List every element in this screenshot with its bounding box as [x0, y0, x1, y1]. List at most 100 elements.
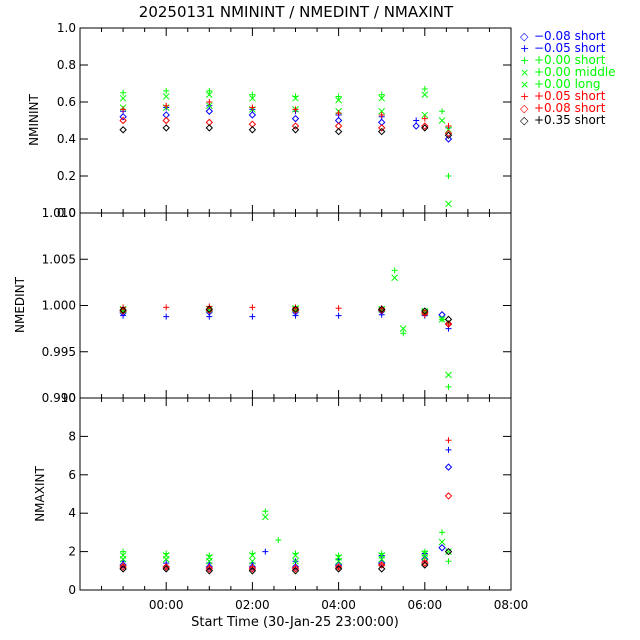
x-tick-label: 00:00	[149, 598, 184, 612]
data-point	[119, 555, 127, 563]
y-axis-label: NMAXINT	[33, 466, 47, 522]
data-point	[378, 91, 385, 98]
series-+0.08-short	[119, 492, 453, 573]
data-point	[391, 267, 398, 274]
data-point	[119, 94, 127, 102]
data-point	[119, 306, 127, 314]
data-point	[421, 111, 429, 119]
legend-marker: +	[520, 42, 529, 55]
legend-marker: +	[520, 90, 529, 103]
data-point	[335, 96, 342, 104]
data-point	[249, 313, 256, 320]
legend-marker: ×	[520, 66, 529, 79]
data-point	[444, 492, 453, 500]
data-point	[444, 129, 453, 138]
data-point	[377, 127, 386, 136]
data-point	[162, 555, 170, 563]
data-point	[334, 563, 343, 571]
data-point	[119, 116, 127, 125]
y-tick-label: 6	[68, 468, 76, 482]
data-point	[248, 565, 257, 573]
data-point	[206, 313, 213, 320]
y-tick-label: 2	[68, 545, 76, 559]
data-point	[377, 306, 386, 314]
legend-marker: ◇	[520, 102, 529, 115]
y-tick-label: 10	[61, 391, 76, 405]
data-point	[421, 307, 429, 315]
data-point	[163, 87, 170, 94]
data-point	[439, 529, 446, 536]
data-point	[249, 552, 256, 559]
x-tick-label: 06:00	[408, 598, 443, 612]
data-point	[378, 94, 386, 102]
data-point	[335, 305, 342, 312]
legend-label: +0.35 short	[534, 113, 606, 127]
chart-title: 20250131 NMININT / NMEDINT / NMAXINT	[139, 3, 454, 21]
data-point	[444, 463, 453, 471]
data-point	[262, 508, 269, 515]
data-point	[334, 565, 343, 573]
legend-entry: ◇ −0.08 short	[520, 29, 606, 43]
y-tick-label: 0	[68, 583, 76, 597]
data-point	[120, 106, 127, 113]
legend: ◇ −0.08 short + −0.05 short + +0.00 short × +0.…	[520, 29, 616, 127]
data-point	[292, 563, 299, 570]
legend-label: +0.00 short	[534, 53, 606, 67]
data-point	[400, 330, 407, 337]
data-point	[205, 565, 214, 573]
data-point	[119, 113, 127, 121]
data-point	[120, 89, 127, 96]
legend-label: +0.08 short	[534, 101, 606, 115]
data-point	[421, 86, 428, 93]
legend-entry: + −0.05 short	[520, 41, 606, 55]
data-point	[378, 562, 385, 569]
data-point	[445, 446, 452, 453]
data-point	[119, 307, 127, 315]
data-point	[249, 563, 256, 570]
y-tick-label: 1.000	[42, 299, 76, 313]
data-point	[421, 558, 428, 565]
data-point	[206, 87, 213, 94]
panel-nmaxint: 0 2 4 6 8 10 NMAXINT	[33, 391, 512, 597]
y-tick-label: 1.005	[42, 252, 76, 266]
series-+0.08-short	[119, 306, 453, 328]
data-point	[445, 437, 452, 444]
data-point	[163, 304, 170, 311]
data-point	[421, 115, 428, 122]
data-point	[292, 94, 299, 102]
data-point	[162, 116, 170, 125]
data-point	[206, 99, 213, 105]
data-point	[205, 107, 214, 115]
data-point	[291, 305, 300, 313]
data-point	[444, 315, 453, 324]
data-point	[205, 124, 214, 132]
data-point	[205, 305, 214, 313]
data-point	[162, 124, 170, 132]
data-point	[412, 122, 420, 130]
data-point	[444, 131, 453, 140]
data-point	[248, 567, 257, 575]
data-point	[421, 124, 429, 132]
data-point	[291, 565, 300, 573]
data-point	[438, 544, 446, 552]
data-point	[378, 555, 386, 563]
data-point	[399, 325, 407, 332]
data-point	[163, 102, 170, 109]
data-point	[377, 561, 386, 569]
y-tick-label: 1.010	[42, 206, 76, 220]
y-tick-label: 0.2	[57, 169, 76, 183]
data-point	[445, 558, 452, 565]
data-point	[377, 565, 386, 573]
data-point	[421, 561, 429, 569]
data-point	[291, 126, 300, 134]
data-point	[119, 563, 127, 571]
data-point	[438, 117, 446, 124]
y-tick-label: 1.0	[57, 21, 76, 35]
data-point	[248, 126, 257, 134]
data-point	[335, 312, 342, 319]
series-+0.00-long	[119, 548, 452, 565]
x-axis-label: Start Time (30-Jan-25 23:00:00)	[191, 615, 399, 630]
data-point	[378, 111, 385, 118]
legend-marker: ◇	[520, 30, 529, 43]
